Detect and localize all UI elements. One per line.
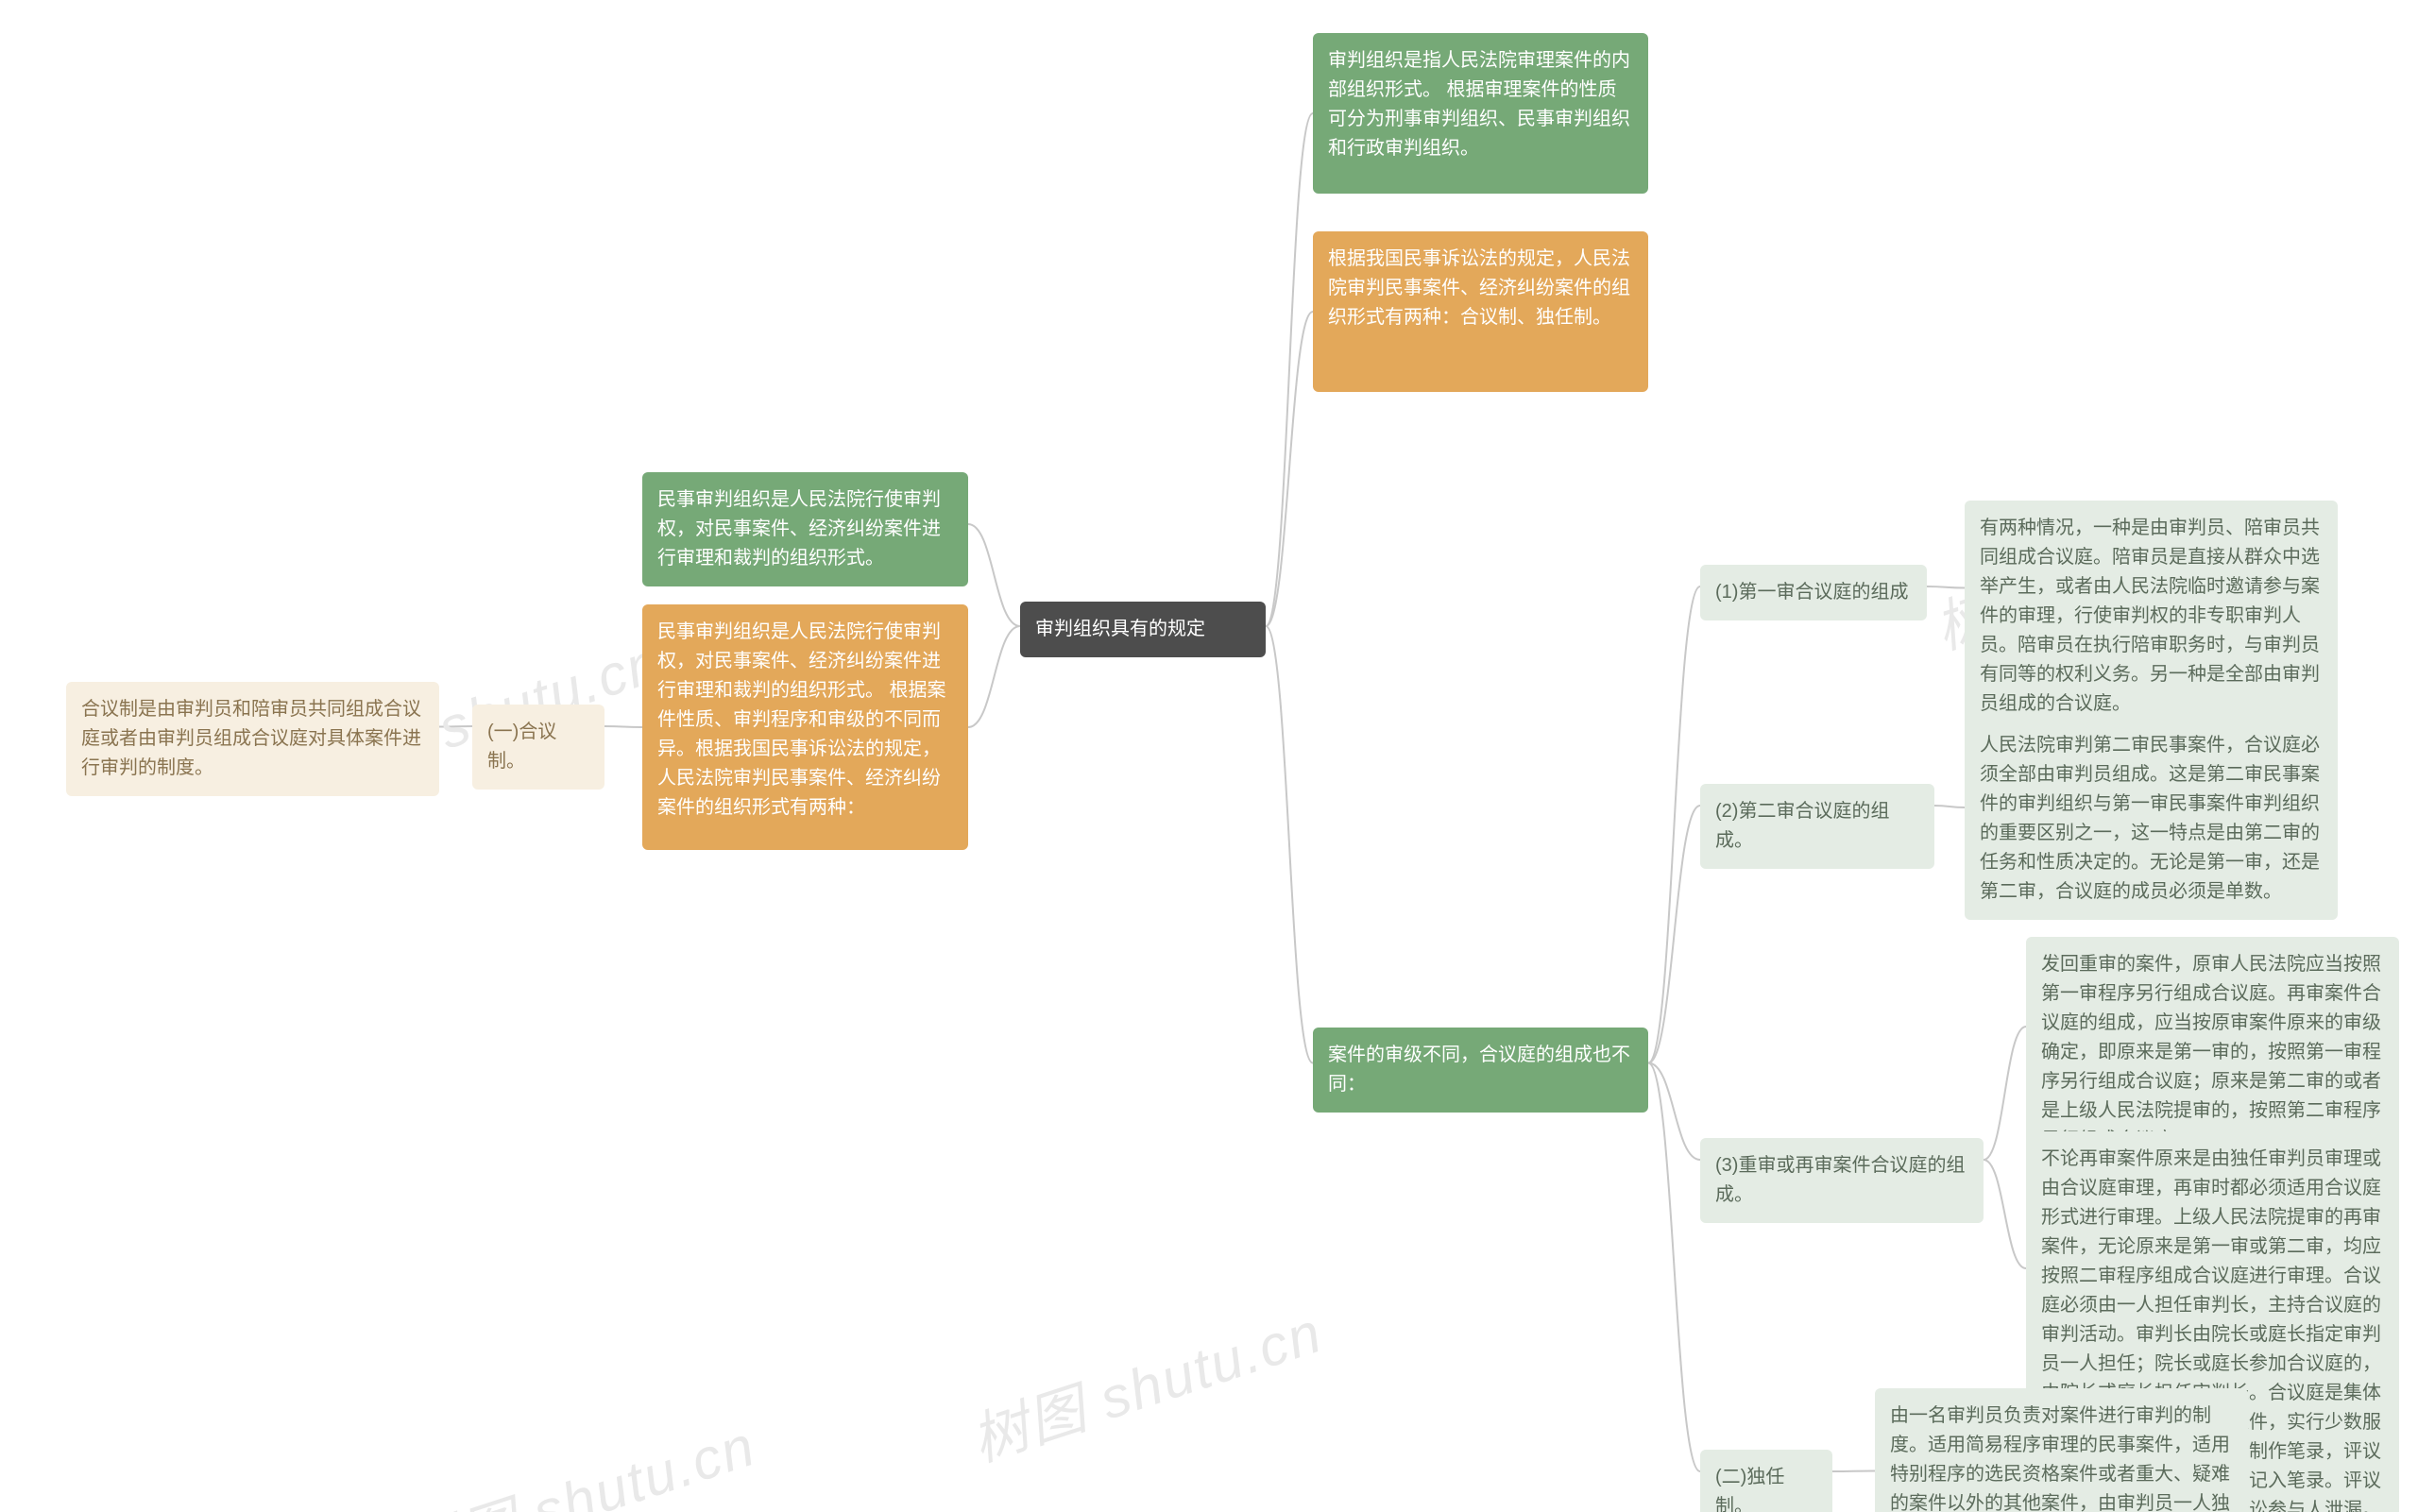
edge bbox=[439, 726, 472, 727]
node-r3c[interactable]: (3)重审或再审案件合议庭的组成。 bbox=[1700, 1138, 1984, 1223]
node-l1[interactable]: 民事审判组织是人民法院行使审判权，对民事案件、经济纠纷案件进行审理和裁判的组织形… bbox=[642, 472, 968, 586]
edge bbox=[1927, 586, 1965, 588]
node-r3a_d[interactable]: 有两种情况，一种是由审判员、陪审员共同组成合议庭。陪审员是直接从群众中选举产生，… bbox=[1965, 501, 2338, 732]
edge bbox=[1648, 1063, 1700, 1161]
edge bbox=[1648, 1063, 1700, 1472]
edge bbox=[1984, 1027, 2026, 1160]
edge bbox=[604, 726, 642, 727]
watermark: 树图 shutu.cn bbox=[960, 1287, 1332, 1478]
edge bbox=[1266, 113, 1313, 626]
edge bbox=[1984, 1160, 2026, 1268]
node-r3d_d[interactable]: 由一名审判员负责对案件进行审判的制度。适用简易程序审理的民事案件，适用特别程序的… bbox=[1875, 1388, 2248, 1512]
node-l2[interactable]: 民事审判组织是人民法院行使审判权，对民事案件、经济纠纷案件进行审理和裁判的组织形… bbox=[642, 604, 968, 850]
node-l2a[interactable]: (一)合议制。 bbox=[472, 705, 604, 790]
edge bbox=[1266, 626, 1313, 1063]
edge bbox=[968, 626, 1020, 727]
node-l2a_d[interactable]: 合议制是由审判员和陪审员共同组成合议庭或者由审判员组成合议庭对具体案件进行审判的… bbox=[66, 682, 439, 796]
node-r2[interactable]: 根据我国民事诉讼法的规定，人民法院审判民事案件、经济纠纷案件的组织形式有两种：合… bbox=[1313, 231, 1648, 392]
node-r1[interactable]: 审判组织是指人民法院审理案件的内部组织形式。 根据审理案件的性质可分为刑事审判组… bbox=[1313, 33, 1648, 194]
edge bbox=[1648, 586, 1700, 1063]
node-r3b_d[interactable]: 人民法院审判第二审民事案件，合议庭必须全部由审判员组成。这是第二审民事案件的审判… bbox=[1965, 718, 2338, 920]
node-r3a[interactable]: (1)第一审合议庭的组成 bbox=[1700, 565, 1927, 620]
edge bbox=[1934, 806, 1965, 807]
node-r3d[interactable]: (二)独任制。 bbox=[1700, 1450, 1832, 1512]
node-root[interactable]: 审判组织具有的规定 bbox=[1020, 602, 1266, 657]
edge bbox=[968, 524, 1020, 626]
watermark: 树图 shutu.cn bbox=[393, 1401, 765, 1512]
edge bbox=[1648, 806, 1700, 1063]
node-r3[interactable]: 案件的审级不同，合议庭的组成也不同： bbox=[1313, 1028, 1648, 1113]
edge bbox=[1266, 312, 1313, 626]
mindmap-canvas: 树图 shutu.cn树图 shutu.cn树图 shutu.cn树图 shut… bbox=[0, 0, 2418, 1512]
edge bbox=[1832, 1471, 1875, 1472]
node-r3b[interactable]: (2)第二审合议庭的组成。 bbox=[1700, 784, 1934, 869]
